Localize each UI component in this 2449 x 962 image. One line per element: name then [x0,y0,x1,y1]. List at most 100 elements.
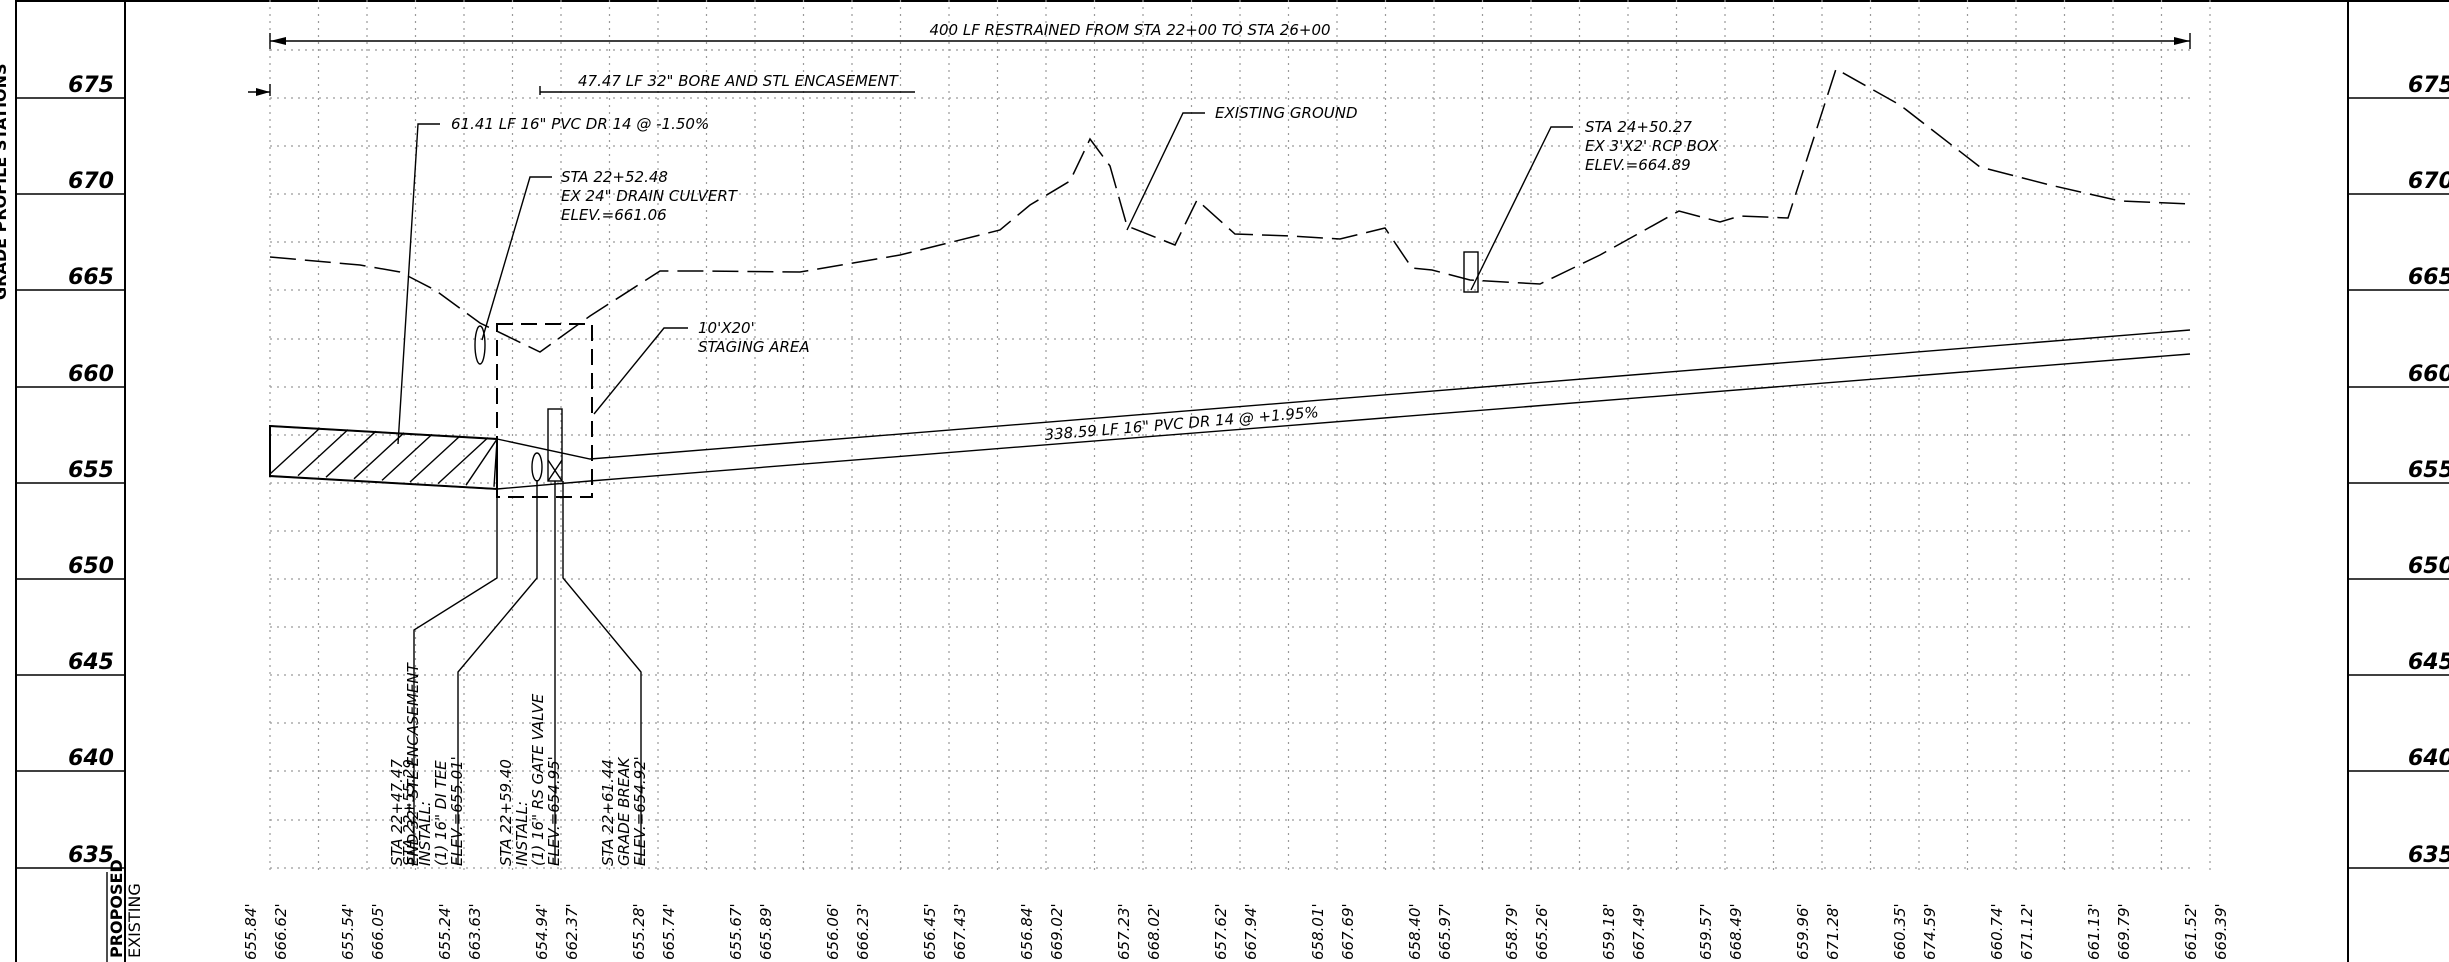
existing-elevation: 667.94' [1242,903,1260,960]
hatch-line [325,430,377,478]
station-callout-3-line-4: ELEV.=654.95' [545,756,563,866]
hatch-line [493,440,498,487]
staging-note-line-2: STAGING AREA [698,338,810,356]
encasement-hatching [269,427,498,487]
station-callout-2-line-3: (1) 16" DI TEE [432,760,450,866]
staging-note: 10'X20' STAGING AREA [698,319,810,356]
proposed-elevation: 655.24' [436,903,454,960]
elevation-label-left: 665 [68,265,114,290]
existing-elevation: 669.02' [1048,903,1066,960]
elevation-label-right: 635 [2408,843,2449,868]
proposed-elevation: 659.57' [1697,903,1715,960]
pipe-right-top [496,329,2191,460]
proposed-elevation: 659.96' [1794,903,1812,960]
existing-ground-note: EXISTING GROUND [1215,104,1358,122]
elevation-label-left: 650 [68,554,114,579]
existing-elevation: 674.59' [1921,903,1939,960]
elevation-label-right: 670 [2408,169,2449,194]
hatch-line [381,433,433,481]
proposed-elevation: 658.01' [1309,903,1327,960]
elevation-label-left: 675 [68,73,114,98]
rcp-box-note-line-3: ELEV.=664.89 [1585,156,1691,174]
hatch-line [437,437,489,485]
callout-leader-1 [413,480,498,865]
existing-elevation: 665.89' [757,903,775,960]
proposed-elevation: 656.84' [1018,903,1036,960]
grid-horizontal [270,49,2190,869]
elevation-label-left: 645 [68,650,114,675]
proposed-elevation: 660.74' [1988,903,2006,960]
restrained-arrow-left [270,37,286,45]
station-callout-4-line-3: ELEV.=654.92' [631,756,649,866]
existing-elevation: 667.43' [951,903,969,960]
station-elevation-row: 655.84' 666.62' 655.54' 666.05' 655.24' 663.6… [242,903,2230,960]
existing-elevation: 669.39' [2212,903,2230,960]
existing-ground-profile [269,67,2191,353]
proposed-elevation: 657.23' [1115,903,1133,960]
elevation-label-right: 660 [2408,362,2449,387]
proposed-label: PROPOSED [107,859,126,958]
existing-elevation: 668.49' [1727,903,1745,960]
sidebar-text: GRADE PROFILE STATIONS [0,63,10,300]
station-callout-4-line-1: STA 22+61.44 [599,759,617,866]
existing-elevation: 666.23' [854,903,872,960]
hatch-line [353,432,405,480]
existing-elevation: 667.49' [1630,903,1648,960]
restrained-arrow-right [2174,37,2190,45]
pvc-right-note: 338.59 LF 16" PVC DR 14 @ +1.95% [1044,403,1319,444]
elevation-label-right: 650 [2408,554,2449,579]
proposed-elevation: 656.45' [921,903,939,960]
proposed-elevation: 657.62' [1212,903,1230,960]
elevation-label-left: 670 [68,169,114,194]
rcp-box-note: STA 24+50.27 EX 3'X2' RCP BOX ELEV.=664.… [1585,118,1723,174]
station-callout-3-line-2: INSTALL: [513,801,531,866]
pvc-left-leader [397,123,440,445]
station-callout-1-line-1: STA 22+47.47 [388,759,406,866]
staging-note-line-1: 10'X20' [698,319,755,337]
existing-elevation: 662.37' [563,903,581,960]
elevation-label-right: 640 [2408,746,2449,771]
bore-note: 47.47 LF 32" BORE AND STL ENCASEMENT [578,72,900,90]
culvert-note-line-2: EX 24" DRAIN CULVERT [561,187,739,205]
station-callout-3-line-1: STA 22+59.40 [497,759,515,866]
elevation-label-left: 640 [68,746,114,771]
elevation-label-right: 645 [2408,650,2449,675]
elevation-label-left: 655 [68,458,114,483]
elevation-scale-left: 675 670 665 660 655 650 645 640 635 [16,73,125,869]
existing-elevation: 666.05' [369,903,387,960]
station-callout-2-line-1: STA 22+55.29 [400,759,418,866]
existing-elevation: 667.69' [1339,903,1357,960]
pvc-left-note: 61.41 LF 16" PVC DR 14 @ -1.50% [451,115,709,133]
existing-label: EXISTING [125,883,144,958]
elevation-label-right: 655 [2408,458,2449,483]
culvert-note-line-3: ELEV.=661.06 [561,206,667,224]
existing-elevation: 666.62' [272,903,290,960]
culvert-note-line-1: STA 22+52.48 [561,168,668,186]
proposed-elevation: 661.13' [2085,903,2103,960]
proposed-elevation: 656.06' [824,903,842,960]
culvert-note: STA 22+52.48 EX 24" DRAIN CULVERT ELEV.=… [561,168,742,224]
elevation-scale-right: 675 670 665 660 655 650 645 640 635 [2348,73,2449,869]
proposed-elevation: 659.18' [1600,903,1618,960]
hatch-line [269,427,321,475]
proposed-elevation: 658.79' [1503,903,1521,960]
station-callout-2-line-2: INSTALL: [416,801,434,866]
gate-valve-x2 [547,459,563,482]
existing-elevation: 665.97' [1436,903,1454,960]
hatch-line [409,435,461,483]
elevation-label-left: 660 [68,362,114,387]
station-callout-1-line-2: END 32" STL ENCASEMENT [404,661,422,866]
existing-elevation: 663.63' [466,903,484,960]
existing-elevation: 665.74' [660,903,678,960]
existing-elevation: 665.26' [1533,903,1551,960]
elevation-label-left: 635 [68,843,114,868]
existing-elevation: 668.02' [1145,903,1163,960]
proposed-elevation: 655.67' [727,903,745,960]
rcp-box-symbol [1463,251,1479,293]
station-callout-3-line-3: (1) 16" RS GATE VALVE [529,693,547,866]
hatch-line [297,429,349,477]
bore-arrow [256,88,270,96]
rcp-box-note-line-1: STA 24+50.27 [1585,118,1692,136]
